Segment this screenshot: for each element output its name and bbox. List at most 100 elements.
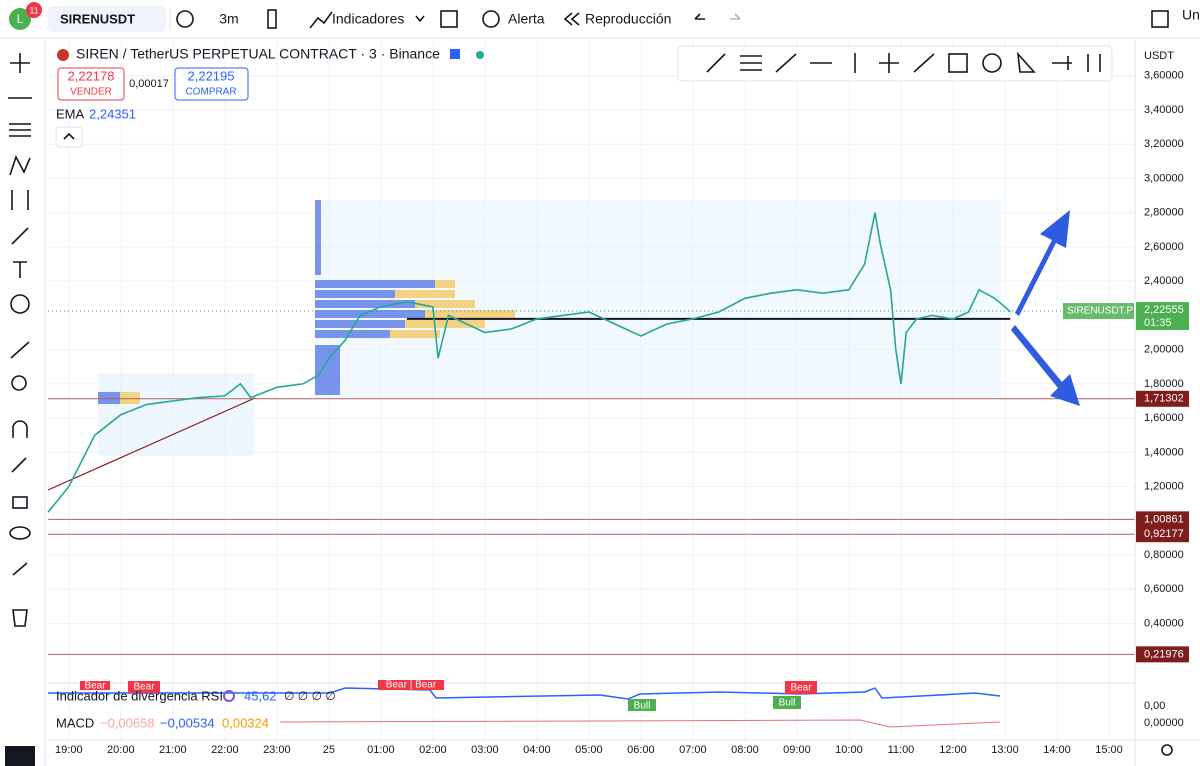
badge-count: 11 xyxy=(29,5,38,15)
collapse-button[interactable] xyxy=(55,126,83,148)
currency: USDT xyxy=(1144,50,1174,62)
sell-button[interactable] xyxy=(57,67,125,101)
indicators-icon xyxy=(309,11,333,29)
price-tag xyxy=(1136,511,1189,528)
rsi-icon xyxy=(223,690,235,702)
macd-axis-label: 0,00000 xyxy=(1144,717,1184,729)
x-tick-label: 08:00 xyxy=(731,744,759,756)
pattern-tool[interactable] xyxy=(9,154,31,176)
layouts[interactable] xyxy=(440,10,458,28)
y-tick-label: 1,60000 xyxy=(1144,412,1184,424)
bear-label: Bear | Bear xyxy=(386,680,437,691)
text-tool[interactable] xyxy=(13,261,27,278)
y-tick-label: 1,40000 xyxy=(1144,446,1184,458)
flag xyxy=(450,49,460,59)
buy-button[interactable] xyxy=(174,67,249,101)
x-tick-label: 25 xyxy=(323,744,335,756)
bull-label: Bull xyxy=(779,698,796,709)
x-tick-label: 03:00 xyxy=(471,744,499,756)
favorites[interactable] xyxy=(5,746,35,766)
zoom-tool[interactable] xyxy=(11,375,27,391)
tool-ray[interactable] xyxy=(775,53,797,73)
tool-rect[interactable] xyxy=(948,53,968,73)
rsi-label: Indicador de divergencia RSI xyxy=(56,688,223,703)
sell-label: VENDER xyxy=(70,87,112,98)
checkbox[interactable] xyxy=(1151,10,1169,28)
bull-tag xyxy=(628,699,656,711)
top-bar xyxy=(0,0,1200,38)
tool-extended[interactable] xyxy=(913,53,935,73)
brush-tool[interactable] xyxy=(11,227,29,245)
status-dot xyxy=(476,51,484,59)
link-tool[interactable] xyxy=(12,562,28,576)
redo[interactable] xyxy=(730,13,741,20)
visibility-tool[interactable] xyxy=(9,526,31,540)
countdown: 01:35 xyxy=(1144,317,1172,329)
add-symbol[interactable] xyxy=(176,10,194,28)
draw-mode[interactable] xyxy=(11,457,27,473)
y-tick-label: 2,40000 xyxy=(1144,275,1184,287)
macd-value: 0,00324 xyxy=(222,715,269,730)
tool-cross[interactable] xyxy=(879,53,899,73)
drawing-tools xyxy=(706,51,1101,73)
interval[interactable]: 3m xyxy=(219,11,238,27)
tool-trend[interactable] xyxy=(706,53,726,73)
macd-value: −0,00534 xyxy=(160,715,215,730)
y-tick-label: 1,20000 xyxy=(1144,480,1184,492)
settings[interactable] xyxy=(1161,744,1173,756)
tool-short[interactable] xyxy=(1087,54,1101,72)
tool-circle[interactable] xyxy=(982,53,1002,73)
price-tag-label: 2,22555 xyxy=(1144,304,1184,316)
delete-tool[interactable] xyxy=(12,609,28,627)
price-tag-label: 0,21976 xyxy=(1144,648,1184,660)
macd-label: MACD xyxy=(56,715,94,730)
x-tick-label: 10:00 xyxy=(835,744,863,756)
y-tick-label: 1,80000 xyxy=(1144,378,1184,390)
buy-price: 2,22195 xyxy=(188,68,235,83)
bull-label: Bull xyxy=(634,701,651,712)
price-tag-label: 0,92177 xyxy=(1144,528,1184,540)
x-tick-label: 05:00 xyxy=(575,744,603,756)
undo[interactable] xyxy=(694,13,705,20)
x-tick-label: 13:00 xyxy=(991,744,1019,756)
avatar-letter: L xyxy=(17,12,24,26)
alert[interactable]: Alerta xyxy=(508,11,545,27)
candle-type[interactable] xyxy=(267,9,277,29)
symbol-tag-label: SIRENUSDT.P xyxy=(1067,306,1133,317)
dropdown[interactable] xyxy=(415,15,425,23)
x-tick-label: 04:00 xyxy=(523,744,551,756)
collapse-icon xyxy=(63,132,75,140)
arrow-up xyxy=(1015,210,1070,316)
x-tick-label: 22:00 xyxy=(211,744,239,756)
fib-tool[interactable] xyxy=(9,123,31,137)
y-tick-label: 3,00000 xyxy=(1144,172,1184,184)
forecast-tool[interactable] xyxy=(11,190,29,210)
symbol-tag xyxy=(1063,303,1134,320)
ruler-tool[interactable] xyxy=(10,341,30,359)
macd-value: −0,00658 xyxy=(100,715,155,730)
alert-icon xyxy=(482,10,500,28)
replay[interactable]: Reproducción xyxy=(585,11,671,27)
lock-tool[interactable] xyxy=(12,496,28,509)
magnet-tool[interactable] xyxy=(12,420,28,438)
emoji-tool[interactable] xyxy=(10,294,30,314)
avatar[interactable] xyxy=(9,8,31,30)
volume-profile xyxy=(98,200,515,404)
bear-label: Bear xyxy=(133,682,155,693)
plot xyxy=(47,212,1135,655)
crosshair-tool[interactable] xyxy=(10,53,30,73)
tool-long[interactable] xyxy=(1052,56,1072,70)
right-text: Un xyxy=(1182,7,1200,23)
tool-triangle[interactable] xyxy=(1016,51,1036,73)
y-tick-label: 2,80000 xyxy=(1144,207,1184,219)
y-tick-label: 0,80000 xyxy=(1144,549,1184,561)
symbol-box[interactable] xyxy=(48,6,166,32)
arrow-down xyxy=(1011,325,1080,406)
bear-tag xyxy=(378,680,444,690)
indicators[interactable]: Indicadores xyxy=(332,11,404,27)
y-tick-label: 2,60000 xyxy=(1144,241,1184,253)
tool-channel[interactable] xyxy=(740,55,762,71)
y-tick-label: 3,60000 xyxy=(1144,70,1184,82)
price-tag xyxy=(1136,646,1189,663)
